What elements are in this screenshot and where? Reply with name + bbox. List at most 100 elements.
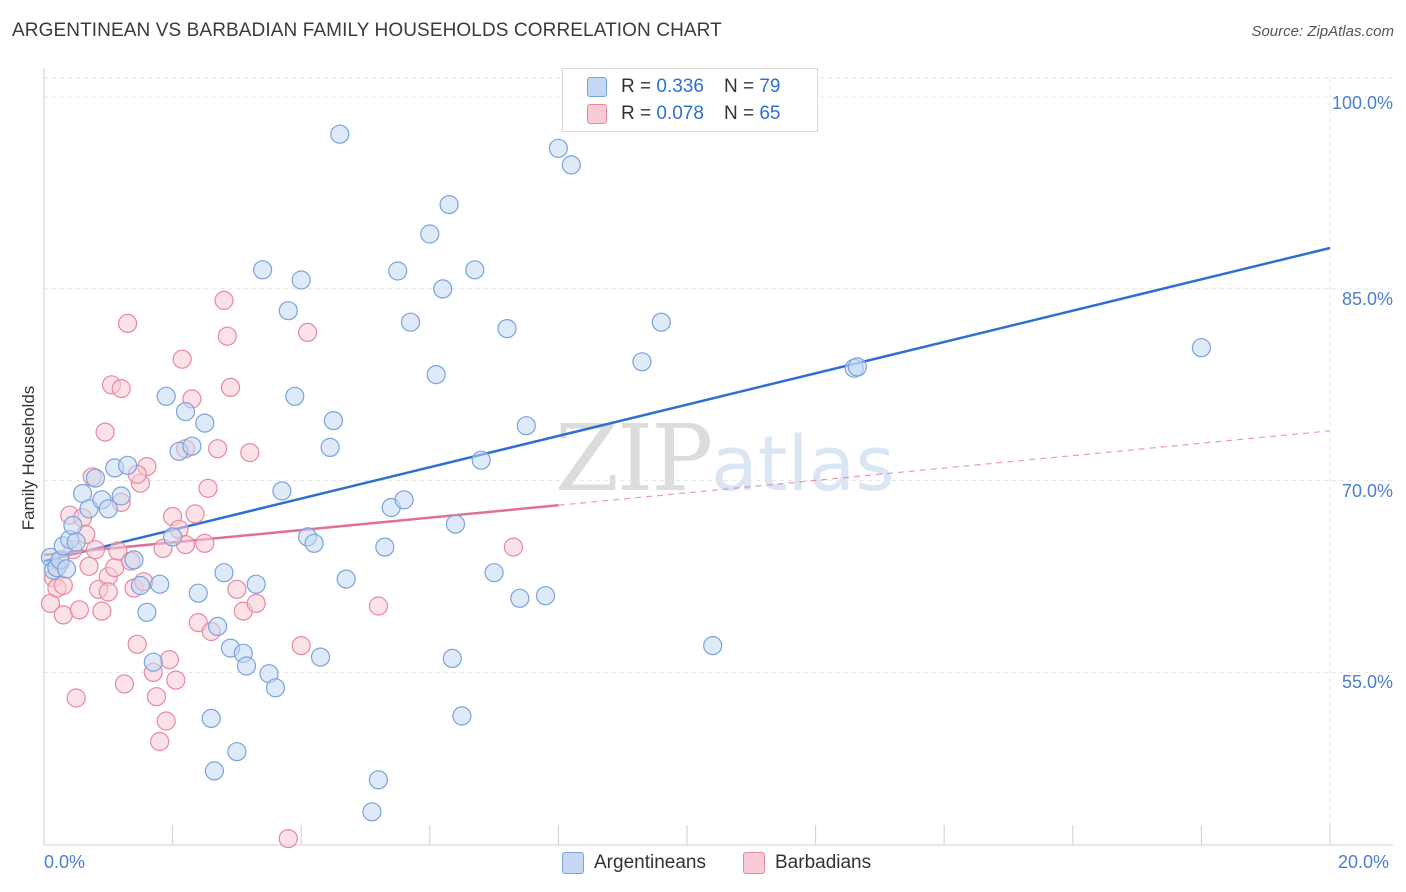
argentinean-point: [208, 616, 228, 637]
barbadian-trend-line-dashed: [558, 430, 1331, 506]
argentinean-point: [182, 436, 202, 456]
argentinean-point: [516, 416, 536, 436]
x-tick-label-min: 0.0%: [44, 852, 86, 872]
barbadian-point: [85, 540, 106, 560]
y-tick-label: 100.0%: [1331, 93, 1393, 114]
barbadian-point: [166, 670, 186, 690]
argentinean-point: [265, 678, 286, 698]
barbadian-point: [278, 828, 298, 849]
legend-row-barbadians: R = 0.078 N = 65: [587, 101, 780, 127]
barbadian-point: [108, 541, 128, 561]
argentinean-point: [400, 312, 421, 332]
argentinean-point: [310, 647, 331, 667]
barbadian-point: [298, 322, 318, 342]
barbadian-point: [66, 688, 86, 708]
argentinean-point: [304, 533, 324, 553]
argentinean-point: [1191, 338, 1212, 358]
argentinean-point: [320, 437, 340, 457]
series-legend: Argentineans Barbadians: [0, 852, 1406, 878]
barbadian-point: [240, 443, 260, 463]
argentinean-point: [204, 761, 224, 781]
argentinean-point: [98, 499, 118, 519]
argentinean-point: [452, 706, 472, 726]
argentinean-point: [362, 802, 382, 822]
argentinean-point: [278, 301, 298, 321]
chart-source: Source: ZipAtlas.com: [1251, 23, 1394, 40]
argentinean-point: [56, 559, 77, 579]
argentinean-point: [336, 569, 356, 589]
argentinean-point: [497, 319, 517, 339]
barbadian-point: [105, 557, 125, 578]
argentinean-point: [368, 770, 388, 790]
legend-r-label: R =: [621, 103, 652, 124]
argentinean-point: [847, 357, 868, 377]
barbadian-point: [150, 731, 170, 752]
argentinean-point: [195, 413, 215, 433]
legend-n-label: N =: [723, 103, 755, 124]
legend-n-value: 65: [759, 103, 781, 124]
barbadian-point: [79, 556, 99, 576]
argentinean-point: [445, 514, 466, 534]
argentinean-point: [236, 656, 257, 676]
argentinean-point: [137, 602, 157, 622]
barbadian-point: [117, 313, 138, 333]
argentinean-point: [388, 261, 408, 281]
barbadian-point: [208, 439, 228, 459]
legend-item-argentineans[interactable]: Argentineans: [562, 852, 706, 874]
barbadian-point: [214, 290, 234, 310]
argentinean-point: [632, 352, 652, 372]
legend-swatch-barbadians: [743, 852, 765, 874]
barbadian-point: [127, 634, 147, 654]
argentinean-point: [439, 195, 459, 215]
barbadian-point: [246, 593, 266, 614]
barbadian-point: [156, 711, 176, 731]
argentinean-point: [150, 574, 170, 594]
argentinean-point: [175, 402, 196, 422]
argentinean-point: [471, 450, 491, 470]
axis-layer: [43, 68, 1393, 846]
barbadian-point: [185, 504, 205, 524]
argentinean-point: [561, 155, 581, 175]
legend-item-barbadians[interactable]: Barbadians: [743, 852, 871, 874]
y-tick-label: 70.0%: [1341, 480, 1393, 501]
argentinean-trend-line: [43, 246, 1331, 563]
legend-n-value: 79: [759, 76, 781, 97]
barbadian-point: [172, 349, 192, 369]
y-tick-label: 55.0%: [1341, 672, 1393, 693]
legend-r-value: 0.336: [656, 76, 704, 97]
argentinean-point: [510, 588, 530, 608]
legend-r-value: 0.078: [656, 103, 704, 124]
argentinean-point: [291, 270, 311, 290]
argentinean-point: [163, 527, 183, 547]
barbadian-point: [53, 605, 73, 625]
argentinean-point: [156, 386, 176, 406]
legend-label-barbadians: Barbadians: [775, 852, 872, 873]
argentinean-point: [214, 563, 234, 583]
legend-swatch-blue: [587, 77, 607, 97]
argentinean-point: [651, 312, 671, 332]
legend-row-argentineans: R = 0.336 N = 79: [587, 74, 780, 100]
barbadian-point: [69, 600, 90, 620]
argentinean-point: [201, 708, 221, 729]
argentinean-point: [124, 550, 144, 570]
chart-title: ARGENTINEAN VS BARBADIAN FAMILY HOUSEHOL…: [12, 20, 722, 41]
barbadian-point: [92, 601, 112, 621]
argentinean-point: [272, 481, 292, 501]
argentinean-point: [442, 648, 462, 669]
argentinean-point: [420, 224, 440, 244]
argentinean-point: [465, 260, 485, 280]
argentinean-point: [143, 652, 163, 672]
barbadian-point: [503, 537, 524, 557]
argentinean-point: [394, 490, 414, 510]
argentinean-point: [433, 279, 453, 299]
barbadian-point: [146, 687, 167, 707]
legend-swatch-argentineans: [562, 852, 584, 874]
argentinean-point: [253, 260, 273, 280]
argentinean-point: [227, 742, 247, 762]
barbadian-point: [198, 478, 218, 498]
argentinean-point: [66, 532, 86, 552]
barbadian-point: [227, 579, 247, 599]
argentinean-point: [111, 486, 131, 506]
argentinean-point: [548, 138, 569, 158]
